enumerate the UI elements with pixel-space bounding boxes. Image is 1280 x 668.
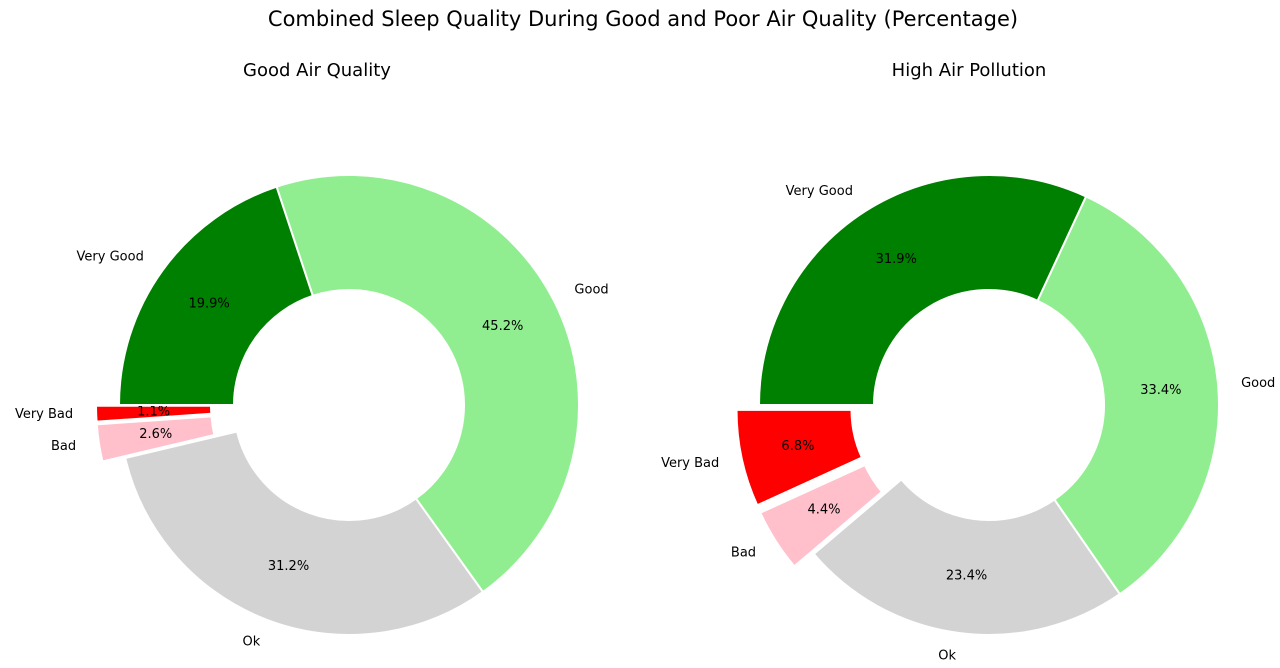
slice-label-bad: Bad xyxy=(51,439,76,454)
slice-label-very-bad: Very Bad xyxy=(661,456,719,471)
slice-pct-good: 45.2% xyxy=(482,319,523,334)
slice-pct-very-good: 31.9% xyxy=(876,252,917,267)
chart-good-air-quality: Good Air Quality Very Bad 1.1% Bad 2.6% Ok 31… xyxy=(15,60,609,649)
slice-very-bad xyxy=(735,408,864,507)
slice-very-good xyxy=(117,185,315,406)
slice-pct-ok: 23.4% xyxy=(946,569,987,584)
slice-pct-bad: 4.4% xyxy=(807,502,840,517)
slice-very-good xyxy=(757,174,1088,406)
slice-good xyxy=(275,174,580,594)
slice-pct-very-good: 19.9% xyxy=(188,297,229,312)
slice-bad xyxy=(95,415,216,463)
donut-high-air-pollution: Very Bad 6.8% Bad 4.4% Ok 23.4% Good 33.4% Very … xyxy=(661,174,1275,663)
slice-very-bad xyxy=(95,404,213,423)
donut-good-air-quality: Very Bad 1.1% Bad 2.6% Ok 31.2% Good 45.2% Very … xyxy=(15,174,609,649)
chart-title-high-air-pollution: High Air Pollution xyxy=(892,60,1047,81)
chart-high-air-pollution: High Air Pollution Very Bad 6.8% Bad 4.4% Ok… xyxy=(661,60,1275,663)
slice-bad xyxy=(758,463,884,568)
slice-label-ok: Ok xyxy=(243,634,261,649)
slice-ok xyxy=(812,478,1122,636)
slice-pct-bad: 2.6% xyxy=(139,427,172,442)
slice-label-good: Good xyxy=(1241,376,1275,391)
slice-label-very-good: Very Good xyxy=(786,184,853,199)
slice-good xyxy=(1036,195,1220,596)
slice-pct-very-bad: 1.1% xyxy=(137,404,170,419)
slice-pct-very-bad: 6.8% xyxy=(781,439,814,454)
slice-label-very-bad: Very Bad xyxy=(15,407,73,422)
slice-ok xyxy=(123,430,485,636)
figure-title: Combined Sleep Quality During Good and P… xyxy=(268,7,1018,31)
slice-pct-good: 33.4% xyxy=(1140,383,1181,398)
slice-label-very-good: Very Good xyxy=(77,249,144,264)
chart-title-good-air-quality: Good Air Quality xyxy=(243,60,391,81)
slice-pct-ok: 31.2% xyxy=(268,559,309,574)
slice-label-ok: Ok xyxy=(938,648,956,663)
slice-label-good: Good xyxy=(574,283,608,298)
slice-label-bad: Bad xyxy=(731,546,756,561)
